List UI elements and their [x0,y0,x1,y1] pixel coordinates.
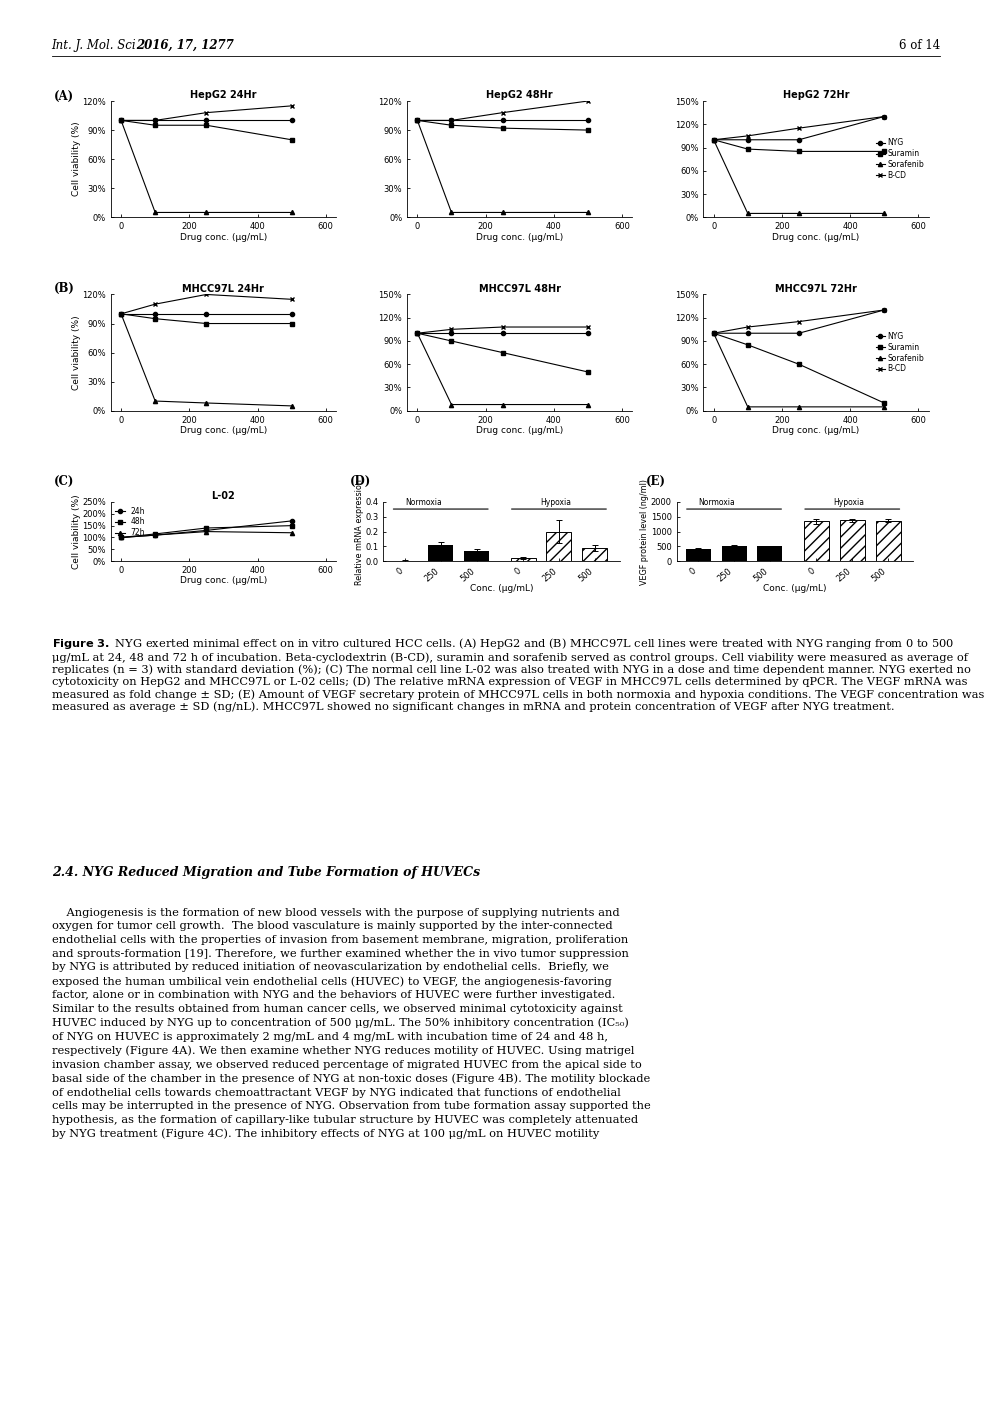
Y-axis label: Cell viability (%): Cell viability (%) [71,494,80,568]
Y-axis label: Cell viability (%): Cell viability (%) [71,316,80,390]
Text: Hypoxia: Hypoxia [541,498,571,508]
Text: 6 of 14: 6 of 14 [899,39,940,52]
X-axis label: Drug conc. (μg/mL): Drug conc. (μg/mL) [773,233,860,241]
24h [149,526,161,543]
X-axis label: Drug conc. (μg/mL): Drug conc. (μg/mL) [180,427,267,435]
Y-axis label: VEGF protein level (ng/ml): VEGF protein level (ng/ml) [641,478,650,585]
X-axis label: Conc. (μg/mL): Conc. (μg/mL) [470,585,534,593]
Text: 2016, 17, 1277: 2016, 17, 1277 [136,39,234,52]
Y-axis label: Cell viability (%): Cell viability (%) [71,122,80,196]
Y-axis label: Relative mRNA expression: Relative mRNA expression [355,478,364,585]
72h [149,526,161,543]
X-axis label: Drug conc. (μg/mL): Drug conc. (μg/mL) [476,233,563,241]
Bar [721,546,747,561]
Text: (D): (D) [350,476,371,488]
Title: MHCC97L 48Hr: MHCC97L 48Hr [479,283,560,293]
Title: L-02: L-02 [211,491,235,501]
48h [200,519,212,536]
Bar [839,521,865,561]
X-axis label: Conc. (μg/mL): Conc. (μg/mL) [763,585,826,593]
Bar [804,521,829,561]
Line: 24h: 24h [119,519,294,540]
Text: (A): (A) [54,90,73,102]
Line: 72h: 72h [119,529,294,540]
X-axis label: Drug conc. (μg/mL): Drug conc. (μg/mL) [180,233,267,241]
Title: MHCC97L 72Hr: MHCC97L 72Hr [775,283,857,293]
48h [149,526,161,543]
Title: HepG2 24Hr: HepG2 24Hr [190,90,257,100]
Text: (C): (C) [54,476,74,488]
Text: Normoxia: Normoxia [405,498,441,508]
Line: 48h: 48h [119,523,294,540]
Text: (E): (E) [646,476,666,488]
Text: $\bf{Figure\ 3.}$ NYG exerted minimal effect on in vitro cultured HCC cells. (A): $\bf{Figure\ 3.}$ NYG exerted minimal ef… [52,636,984,711]
Bar [685,549,710,561]
Text: (B): (B) [54,282,74,295]
Text: 2.4. NYG Reduced Migration and Tube Formation of HUVECs: 2.4. NYG Reduced Migration and Tube Form… [52,866,480,878]
Title: MHCC97L 24Hr: MHCC97L 24Hr [183,283,264,293]
48h [286,518,298,535]
Title: HepG2 48Hr: HepG2 48Hr [486,90,553,100]
Text: Angiogenesis is the formation of new blood vessels with the purpose of supplying: Angiogenesis is the formation of new blo… [52,908,651,1139]
Bar [511,558,536,561]
X-axis label: Drug conc. (μg/mL): Drug conc. (μg/mL) [773,427,860,435]
X-axis label: Drug conc. (μg/mL): Drug conc. (μg/mL) [476,427,563,435]
Bar [547,532,571,561]
Legend: NYG, Suramin, Sorafenib, B-CD: NYG, Suramin, Sorafenib, B-CD [875,137,925,181]
72h [200,523,212,540]
Bar [876,521,901,561]
Bar [757,546,783,561]
72h [115,529,127,546]
Text: Int. J. Mol. Sci.: Int. J. Mol. Sci. [52,39,144,52]
24h [115,529,127,546]
Text: Hypoxia: Hypoxia [833,498,865,508]
Bar [429,544,453,561]
Title: HepG2 72Hr: HepG2 72Hr [783,90,849,100]
Bar [464,551,489,561]
Text: Normoxia: Normoxia [698,498,735,508]
Bar [582,547,607,561]
48h [115,529,127,546]
X-axis label: Drug conc. (μg/mL): Drug conc. (μg/mL) [180,577,267,585]
24h [286,512,298,529]
72h [286,525,298,542]
Legend: NYG, Suramin, Sorafenib, B-CD: NYG, Suramin, Sorafenib, B-CD [875,331,925,375]
24h [200,522,212,539]
Legend: 24h, 48h, 72h: 24h, 48h, 72h [115,505,146,539]
